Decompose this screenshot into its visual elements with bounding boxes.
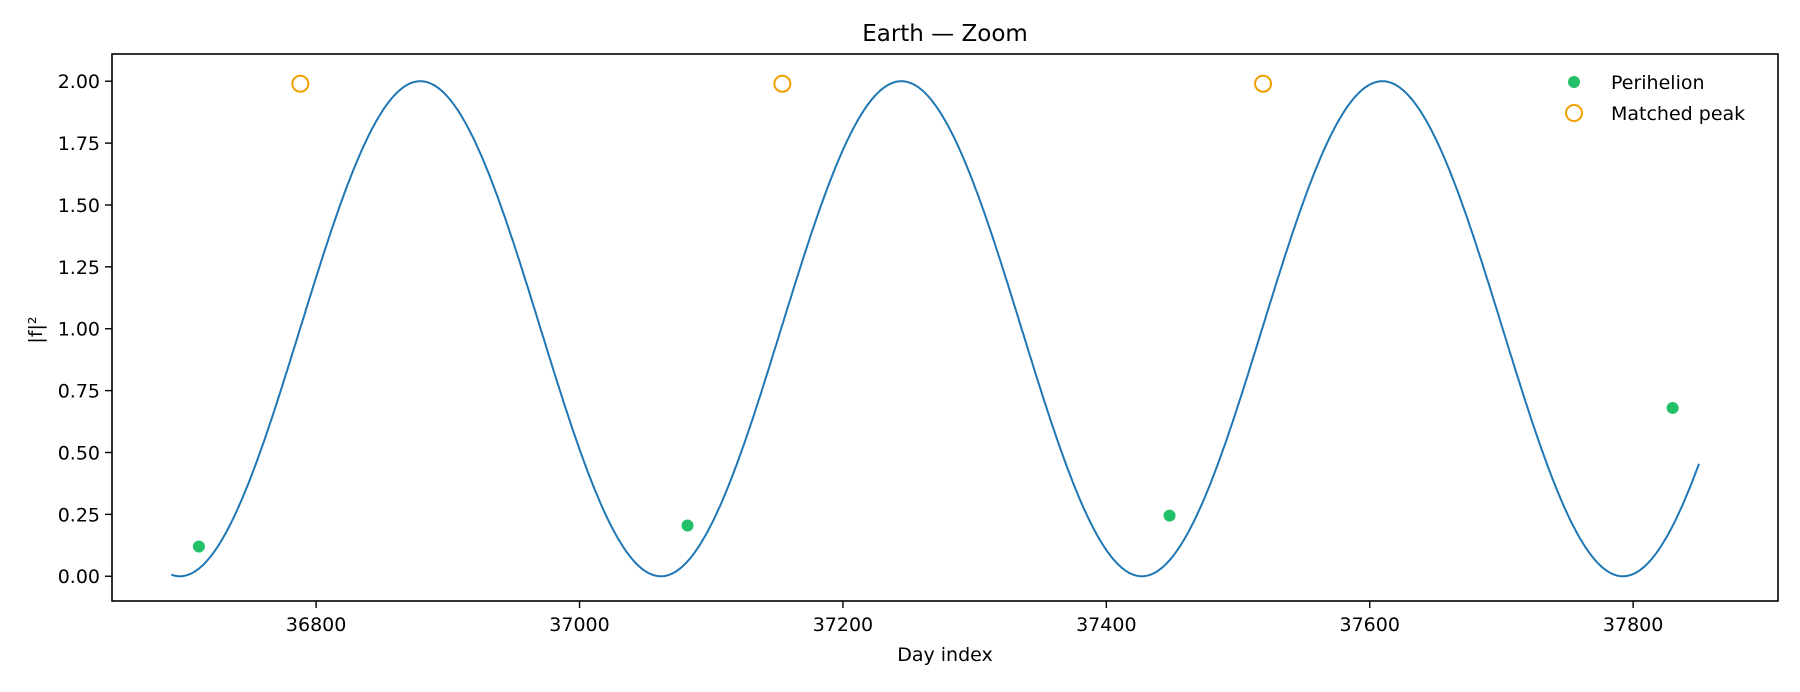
chart-title: Earth — Zoom [862, 21, 1028, 47]
x-axis-label: Day index [897, 644, 993, 666]
perihelion-point [1666, 401, 1679, 414]
perihelion-point [1163, 509, 1176, 522]
perihelion-point [192, 540, 205, 553]
y-tick-label: 2.00 [58, 71, 100, 93]
legend-label: Perihelion [1611, 72, 1705, 94]
y-tick-label: 0.00 [58, 566, 100, 588]
y-tick-label: 0.25 [58, 504, 100, 526]
perihelion-point [681, 519, 694, 532]
plot-frame [111, 53, 1779, 602]
plot-data [171, 74, 1700, 578]
legend-marker-matched-peak [1565, 104, 1583, 122]
y-axis-label: |f|² [25, 316, 47, 343]
legend-label: Matched peak [1611, 103, 1745, 125]
x-tick-label: 37000 [549, 614, 609, 636]
x-tick-label: 36800 [286, 614, 346, 636]
legend-marker-perihelion [1568, 76, 1580, 88]
matched-peak-point [1254, 74, 1273, 93]
matched-peak-point [773, 74, 792, 93]
y-tick-label: 1.50 [58, 195, 100, 217]
y-tick-label: 1.00 [58, 319, 100, 341]
y-tick-label: 1.75 [58, 133, 100, 155]
axis-ticks: 36800 37000 37200 37400 37600 37800 0.00 0.25 0.… [58, 71, 1664, 636]
y-tick-label: 1.25 [58, 257, 100, 279]
y-tick-label: 0.50 [58, 442, 100, 464]
matched-peak-point [291, 74, 310, 93]
x-tick-label: 37600 [1340, 614, 1400, 636]
y-tick-label: 0.75 [58, 381, 100, 403]
x-tick-label: 37200 [813, 614, 873, 636]
x-tick-label: 37800 [1603, 614, 1663, 636]
legend: Perihelion Matched peak [1565, 72, 1745, 125]
x-tick-label: 37400 [1076, 614, 1136, 636]
series-line [171, 80, 1700, 578]
